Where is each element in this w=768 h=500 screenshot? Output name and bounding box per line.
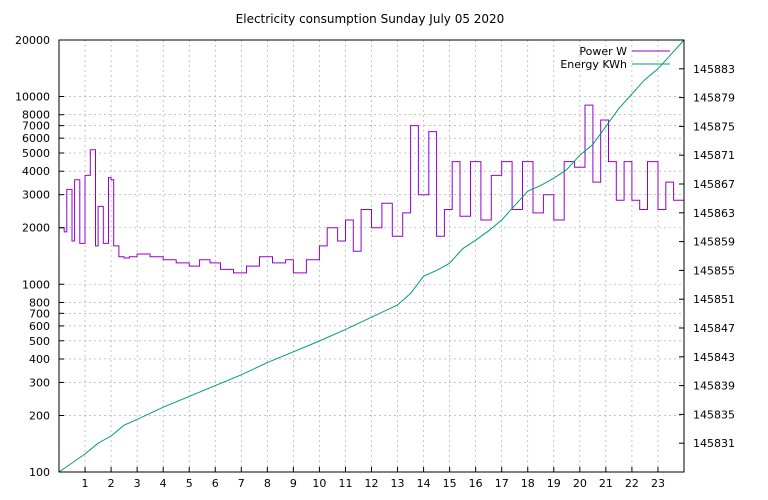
y-tick-label: 7000 [22, 120, 50, 133]
y2-tick-label: 145859 [693, 236, 735, 249]
y2-tick-label: 145851 [693, 293, 735, 306]
x-tick-label: 14 [417, 477, 431, 490]
x-tick-label: 23 [651, 477, 665, 490]
y2-tick-label: 145839 [693, 380, 735, 393]
x-tick-label: 7 [238, 477, 245, 490]
y-tick-label: 300 [29, 376, 50, 389]
y2-tick-label: 145835 [693, 408, 735, 421]
y-tick-label: 20000 [15, 34, 50, 47]
y2-tick-label: 145875 [693, 120, 735, 133]
x-tick-label: 17 [495, 477, 509, 490]
y2-tick-label: 145847 [693, 322, 735, 335]
x-tick-label: 21 [599, 477, 613, 490]
legend: Power W Energy KWh [560, 45, 670, 71]
chart-title: Electricity consumption Sunday July 05 2… [236, 12, 505, 26]
x-tick-label: 19 [547, 477, 561, 490]
x-tick-label: 5 [186, 477, 193, 490]
x-tick-label: 12 [365, 477, 379, 490]
legend-label-power: Power W [579, 45, 627, 58]
legend-label-energy: Energy KWh [560, 58, 627, 71]
y2-tick-label: 145871 [693, 149, 735, 162]
x-tick-label: 9 [290, 477, 297, 490]
x-tick-label: 8 [264, 477, 271, 490]
x-tick-label: 13 [391, 477, 405, 490]
x-tick-label: 16 [469, 477, 483, 490]
y2-axis: 145831 145835 145839 145843 145847 145851 1458… [679, 63, 735, 450]
x-tick-label: 11 [338, 477, 352, 490]
y2-tick-label: 145883 [693, 63, 735, 76]
y-tick-label: 4000 [22, 165, 50, 178]
x-axis: 1 2 3 4 5 6 7 8 9 10 11 12 13 14 15 16 17 18 19 20 21 22 23 [82, 467, 665, 490]
y2-tick-label: 145855 [693, 264, 735, 277]
y2-tick-label: 145843 [693, 351, 735, 364]
x-tick-label: 2 [108, 477, 115, 490]
y2-tick-label: 145867 [693, 178, 735, 191]
plot-area [58, 39, 685, 473]
y-tick-label: 2000 [22, 222, 50, 235]
y-tick-label: 500 [29, 335, 50, 348]
x-tick-label: 18 [521, 477, 535, 490]
power-series-line [59, 104, 685, 274]
x-tick-label: 1 [82, 477, 89, 490]
energy-series-line [58, 39, 685, 473]
y-tick-label: 8000 [22, 109, 50, 122]
x-tick-label: 15 [443, 477, 457, 490]
x-tick-label: 22 [625, 477, 639, 490]
y-tick-label: 200 [29, 409, 50, 422]
y-tick-label: 10000 [15, 91, 50, 104]
y-tick-label: 400 [29, 353, 50, 366]
y-tick-label: 800 [29, 296, 50, 309]
y-tick-label: 1000 [22, 278, 50, 291]
x-tick-label: 4 [160, 477, 167, 490]
y-tick-label: 3000 [22, 189, 50, 202]
y-tick-label: 700 [29, 307, 50, 320]
y2-tick-label: 145831 [693, 437, 735, 450]
x-tick-label: 20 [573, 477, 587, 490]
y-tick-label: 100 [29, 466, 50, 479]
x-tick-label: 10 [312, 477, 326, 490]
y-tick-label: 6000 [22, 132, 50, 145]
y2-tick-label: 145863 [693, 207, 735, 220]
y-tick-label: 600 [29, 320, 50, 333]
y2-tick-label: 145879 [693, 92, 735, 105]
y-tick-label: 5000 [22, 147, 50, 160]
x-tick-label: 3 [134, 477, 141, 490]
x-tick-label: 6 [212, 477, 219, 490]
